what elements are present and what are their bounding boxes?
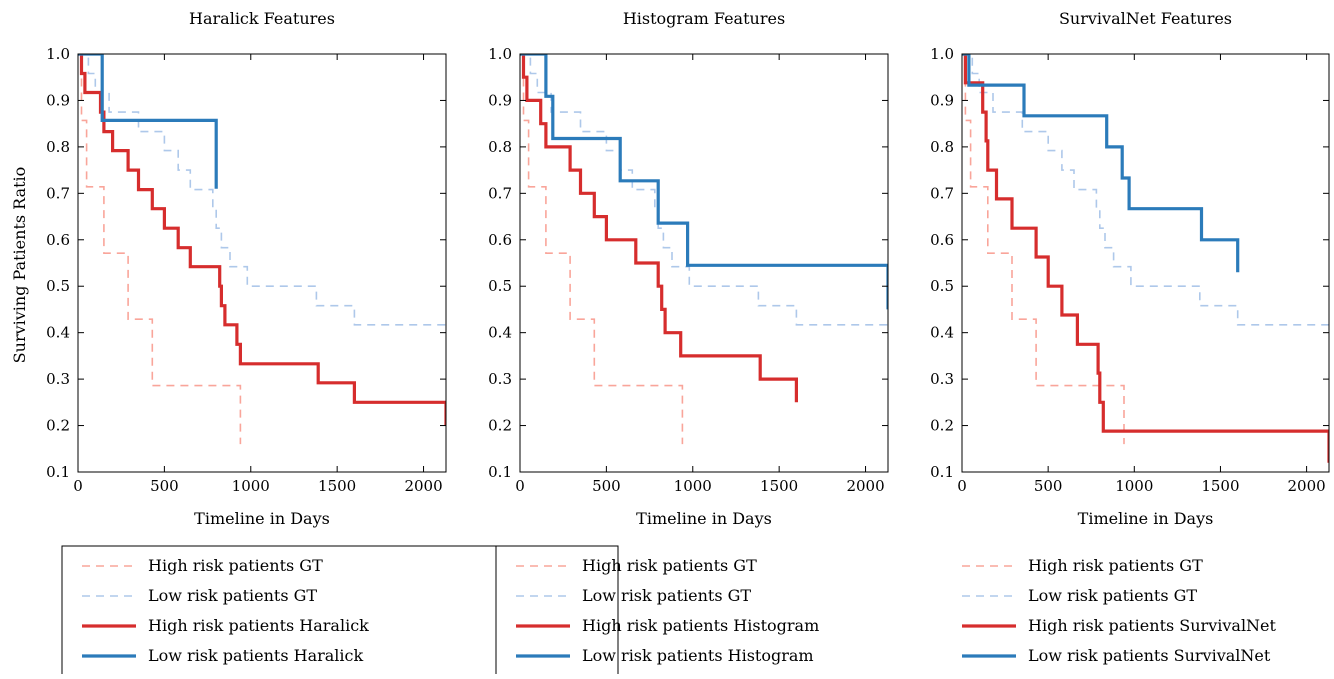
figure-ylabel: Surviving Patients Ratio	[10, 167, 29, 364]
x-tick-label: 1000	[232, 477, 270, 495]
y-tick-label: 0.3	[930, 370, 954, 388]
chart-panels: Haralick Features Timeline in Days 0 500 100…	[46, 9, 1330, 679]
series-line-4	[962, 54, 1240, 273]
y-tick-label: 0.5	[46, 277, 70, 295]
legend: High risk patients GT Low risk patients G…	[962, 556, 1277, 665]
series-line-2	[962, 54, 1329, 326]
y-tick-label: 0.2	[46, 417, 70, 435]
legend: High risk patients GT Low risk patients G…	[495, 545, 819, 679]
chart-title: Histogram Features	[623, 9, 785, 28]
x-tick-label: 1000	[674, 477, 712, 495]
series-line-1	[520, 54, 684, 445]
plot-frame	[961, 53, 1330, 473]
y-tick-label: 0.9	[488, 91, 512, 109]
x-tick-label: 500	[150, 477, 179, 495]
legend-label: High risk patients GT	[148, 556, 323, 575]
x-tick-label: 1500	[1201, 477, 1239, 495]
plot-frame	[77, 53, 447, 473]
x-axis-label: Timeline in Days	[636, 509, 772, 528]
series-line-1	[78, 54, 242, 445]
legend-label: High risk patients SurvivalNet	[1028, 616, 1277, 635]
y-tick-label: 0.5	[930, 277, 954, 295]
chart-title: Haralick Features	[189, 9, 335, 28]
y-tick-label: 0.6	[488, 231, 512, 249]
chart-title: SurvivalNet Features	[1059, 9, 1232, 28]
series-line-3	[962, 54, 1329, 463]
series-line-4	[78, 54, 218, 189]
series-line-4	[520, 54, 888, 310]
legend-label: High risk patients GT	[582, 556, 757, 575]
legend-label: Low risk patients Histogram	[582, 646, 814, 665]
legend-label: High risk patients Haralick	[148, 616, 369, 635]
y-tick-label: 1.0	[930, 45, 954, 63]
series-line-3	[520, 54, 798, 403]
x-tick-label: 1500	[318, 477, 356, 495]
y-tick-label: 0.4	[930, 324, 954, 342]
y-tick-label: 0.3	[46, 370, 70, 388]
series-line-3	[78, 54, 446, 426]
x-axis-label: Timeline in Days	[194, 509, 330, 528]
chart-panel-1: Haralick Features Timeline in Days 0 500 100…	[46, 9, 572, 679]
y-tick-label: 0.8	[488, 138, 512, 156]
series-line-1	[962, 54, 1125, 445]
legend-label: High risk patients GT	[1028, 556, 1203, 575]
y-tick-label: 0.7	[46, 184, 70, 202]
y-tick-label: 0.8	[930, 138, 954, 156]
legend-label: Low risk patients GT	[582, 586, 751, 605]
legend-label: Low risk patients Haralick	[148, 646, 364, 665]
y-tick-label: 0.4	[488, 324, 512, 342]
plot-area	[962, 54, 1329, 463]
x-tick-label: 2000	[404, 477, 442, 495]
y-tick-label: 0.1	[488, 463, 512, 481]
y-tick-label: 0.3	[488, 370, 512, 388]
y-tick-label: 0.1	[930, 463, 954, 481]
x-tick-label: 0	[957, 477, 967, 495]
x-tick-label: 1000	[1115, 477, 1153, 495]
plot-area	[78, 54, 446, 445]
y-tick-label: 0.2	[488, 417, 512, 435]
legend-label: Low risk patients SurvivalNet	[1028, 646, 1271, 665]
legend-label: Low risk patients GT	[148, 586, 317, 605]
chart-panel-2: Histogram Features Timeline in Days 0 500 10…	[488, 9, 889, 679]
series-line-2	[78, 54, 446, 326]
x-tick-label: 1500	[760, 477, 798, 495]
plot-area	[520, 54, 888, 445]
y-tick-label: 0.9	[930, 91, 954, 109]
x-tick-label: 500	[1034, 477, 1063, 495]
y-tick-label: 0.2	[930, 417, 954, 435]
y-tick-label: 0.1	[46, 463, 70, 481]
x-tick-label: 0	[515, 477, 525, 495]
x-tick-label: 2000	[1288, 477, 1326, 495]
y-tick-label: 1.0	[488, 45, 512, 63]
legend: High risk patients GT Low risk patients G…	[61, 545, 572, 679]
x-tick-label: 500	[592, 477, 621, 495]
y-tick-label: 0.7	[930, 184, 954, 202]
legend-label: High risk patients Histogram	[582, 616, 819, 635]
x-axis-label: Timeline in Days	[1078, 509, 1214, 528]
y-tick-label: 0.9	[46, 91, 70, 109]
y-tick-label: 0.5	[488, 277, 512, 295]
plot-frame	[519, 53, 889, 473]
y-tick-label: 0.6	[930, 231, 954, 249]
x-tick-label: 0	[73, 477, 83, 495]
series-line-2	[520, 54, 888, 326]
y-tick-label: 1.0	[46, 45, 70, 63]
y-tick-label: 0.8	[46, 138, 70, 156]
y-tick-label: 0.6	[46, 231, 70, 249]
y-tick-label: 0.4	[46, 324, 70, 342]
legend-label: Low risk patients GT	[1028, 586, 1197, 605]
y-tick-label: 0.7	[488, 184, 512, 202]
x-tick-label: 2000	[846, 477, 884, 495]
chart-panel-3: SurvivalNet Features Timeline in Days 0 500…	[930, 9, 1330, 665]
legend-box	[61, 545, 572, 679]
